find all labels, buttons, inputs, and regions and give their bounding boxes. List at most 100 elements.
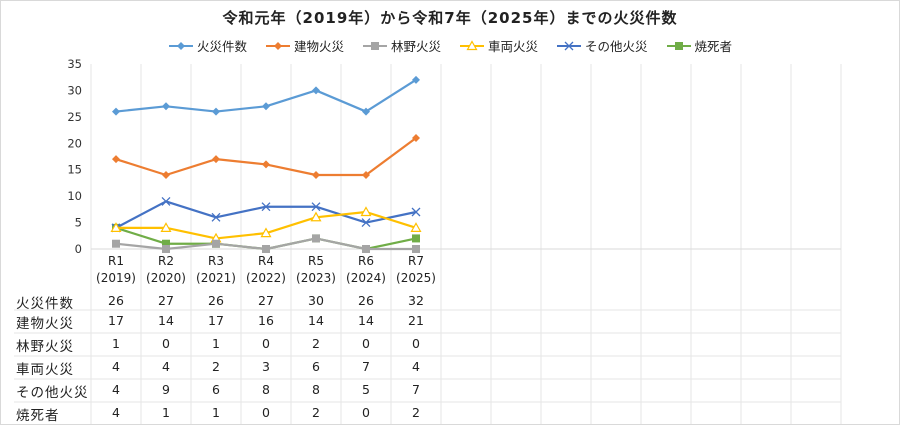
legend-label: 火災件数 — [196, 39, 247, 54]
table-cell: 26 — [358, 293, 374, 308]
diamond-marker-icon — [112, 155, 120, 164]
table-cell: 14 — [358, 313, 374, 328]
diamond-marker-icon — [212, 107, 220, 116]
table-cell: 7 — [412, 382, 420, 397]
diamond-marker-icon — [362, 171, 370, 179]
table-cell: 4 — [162, 359, 170, 374]
table-cell: 0 — [262, 336, 270, 351]
diamond-marker-icon — [312, 86, 320, 95]
square-marker-icon — [370, 41, 379, 50]
x-category-label: R7 — [408, 254, 424, 268]
y-tick-label: 5 — [75, 216, 82, 230]
triangle-marker-icon — [460, 39, 484, 50]
square-marker-icon — [262, 245, 270, 253]
x-category-year: (2022) — [246, 271, 286, 285]
diamond-marker-icon — [265, 41, 290, 50]
table-cell: 26 — [208, 293, 224, 308]
square-marker-icon — [412, 245, 420, 253]
x-category-year: (2024) — [346, 271, 386, 285]
diamond-marker-icon — [162, 102, 170, 111]
legend-label: 焼死者 — [694, 39, 733, 54]
table-cell: 9 — [162, 382, 170, 397]
series-path — [115, 137, 417, 177]
table-cell: 1 — [162, 405, 170, 420]
x-category-year: (2021) — [196, 271, 236, 285]
table-cell: 1 — [212, 336, 220, 351]
triangle-marker-icon — [160, 222, 172, 232]
table-cell: 14 — [308, 313, 324, 328]
y-tick-label: 10 — [67, 189, 82, 203]
table-row-label: 車両火災 — [16, 362, 74, 378]
y-tick-label: 20 — [67, 136, 82, 150]
square-marker-icon — [412, 234, 420, 243]
y-tick-label: 15 — [67, 163, 82, 177]
table-cell: 17 — [108, 313, 124, 328]
diamond-marker-icon — [162, 171, 170, 179]
square-marker-icon — [666, 41, 691, 50]
table-cell: 5 — [362, 382, 370, 397]
diamond-marker-icon — [212, 155, 220, 164]
diamond-marker-icon — [262, 160, 270, 169]
x-category-year: (2025) — [396, 271, 436, 285]
legend-item: 林野火災 — [362, 36, 441, 55]
x-marker-icon — [361, 218, 371, 228]
table-cell: 32 — [408, 293, 424, 308]
x-marker-icon — [557, 41, 582, 50]
y-tick-label: 0 — [75, 242, 82, 256]
table-row-label: 焼死者 — [16, 408, 60, 424]
square-marker-icon — [312, 234, 320, 243]
triangle-marker-icon — [360, 206, 372, 217]
legend-item: その他火災 — [556, 36, 648, 55]
table-cell: 14 — [158, 313, 174, 328]
diamond-marker-icon — [362, 107, 370, 116]
x-category-label: R2 — [158, 254, 174, 268]
table-cell: 0 — [362, 336, 370, 351]
table-cell: 2 — [212, 359, 220, 374]
x-category-label: R1 — [108, 254, 124, 268]
table-row-label: 火災件数 — [16, 296, 74, 312]
table-cell: 2 — [312, 405, 320, 420]
chart-title: 令和元年（2019年）から令和7年（2025年）までの火災件数 — [222, 9, 678, 27]
legend-label: 建物火災 — [293, 39, 344, 54]
table-cell: 0 — [162, 336, 170, 351]
diamond-marker-icon — [412, 134, 420, 142]
table-cell: 7 — [362, 359, 370, 374]
y-tick-label: 35 — [67, 57, 82, 71]
triangle-marker-icon — [466, 39, 478, 50]
x-category-label: R6 — [358, 254, 374, 268]
diamond-marker-icon — [312, 171, 320, 179]
table-cell: 6 — [212, 382, 220, 397]
x-marker-icon — [311, 202, 321, 212]
table-cell: 2 — [412, 405, 420, 420]
x-category-year: (2023) — [296, 271, 336, 285]
x-category-year: (2020) — [146, 271, 186, 285]
table-cell: 4 — [112, 359, 120, 374]
legend-label: 車両火災 — [488, 39, 539, 54]
x-category-year: (2019) — [96, 271, 136, 285]
table-cell: 0 — [412, 336, 420, 351]
legend-item: 火災件数 — [168, 36, 247, 55]
legend-label: その他火災 — [585, 39, 648, 54]
legend-item: 焼死者 — [666, 36, 733, 55]
square-marker-icon — [162, 239, 170, 248]
table-cell: 4 — [412, 359, 420, 374]
square-marker-icon — [112, 239, 120, 248]
series-line — [110, 206, 422, 243]
table-row-label: その他火災 — [16, 385, 89, 401]
table-cell: 17 — [208, 313, 224, 328]
x-category-label: R4 — [258, 254, 274, 268]
diamond-marker-icon — [112, 107, 120, 116]
table-cell: 30 — [308, 293, 324, 308]
table-cell: 8 — [312, 382, 320, 397]
table-cell: 27 — [258, 293, 274, 308]
table-cell: 0 — [262, 405, 270, 420]
y-tick-label: 30 — [67, 83, 82, 97]
square-marker-icon — [674, 41, 683, 50]
diamond-marker-icon — [412, 75, 420, 84]
legend-label: 林野火災 — [390, 39, 441, 54]
triangle-marker-icon — [410, 222, 422, 232]
legend-item: 車両火災 — [459, 36, 538, 55]
diamond-marker-icon — [168, 41, 193, 50]
